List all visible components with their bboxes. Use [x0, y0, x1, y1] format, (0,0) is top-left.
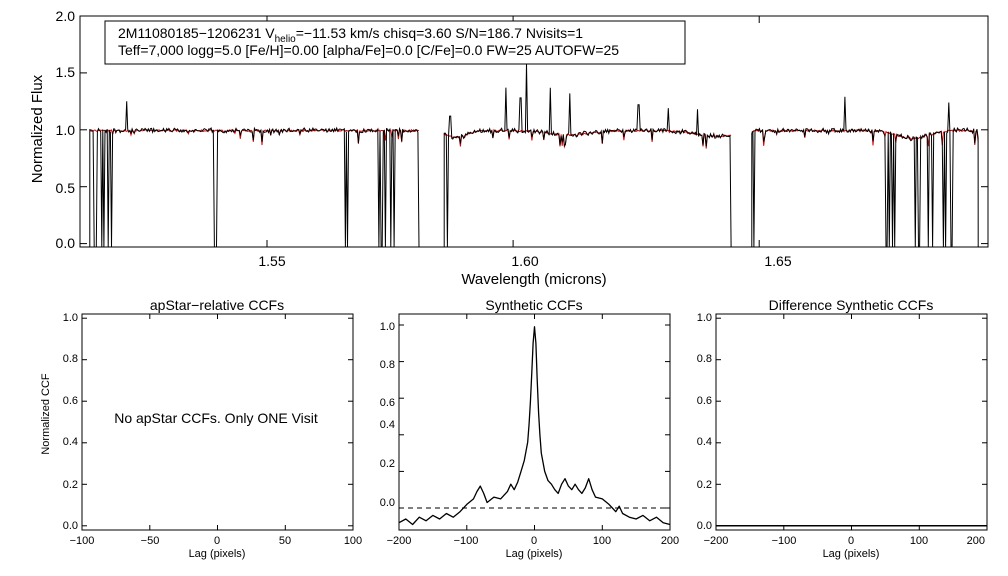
- apstar-ccf-ytick-label: 0.8: [63, 353, 78, 365]
- difference-ccf-xtick-label: −100: [772, 535, 797, 547]
- spectrum-frame: [79, 15, 989, 248]
- synthetic-ccf-ytick-label: 0.4: [380, 419, 395, 431]
- apstar-ccf-xtick-label: −100: [70, 535, 95, 547]
- spectrum-xlabel: Wavelength (microns): [461, 271, 606, 288]
- spectrum-ytick-label: 1.5: [56, 64, 76, 80]
- difference-ccf-title: Difference Synthetic CCFs: [769, 297, 934, 313]
- annotation-line-2: Teff=7,000 logg=5.0 [Fe/H]=0.00 [alpha/F…: [118, 42, 619, 58]
- annotation-line-1-rest: =−11.53 km/s chisq=3.60 S/N=186.7 Nvisit…: [296, 25, 584, 41]
- difference-ccf-panel: Difference Synthetic CCFs Lag (pixels) −…: [697, 297, 988, 560]
- synthetic-ccf-ticks: [398, 314, 671, 530]
- synthetic-ccf-ytick-label: 0.6: [380, 397, 395, 409]
- spectrum-ytick-label: 2.0: [56, 8, 76, 24]
- synthetic-ccf-plot-area: [398, 326, 671, 526]
- apstar-ccf-ylabel: Normalized CCF: [40, 373, 52, 455]
- apstar-ccf-xtick-label: 0: [214, 535, 220, 547]
- synthetic-ccf-xtick-label: −200: [387, 535, 412, 547]
- synthetic-ccf-line: [398, 326, 671, 526]
- spectrum-annotation-box: 2M11080185−1206231 Vhelio=−11.53 km/s ch…: [104, 20, 686, 65]
- apstar-ccf-xtick-label: 50: [279, 535, 291, 547]
- apstar-ccf-xtick-label: 100: [344, 535, 362, 547]
- difference-ccf-ticks: [715, 314, 988, 530]
- difference-ccf-ytick-label: 1.0: [697, 312, 712, 324]
- spectrum-ytick-label: 1.0: [56, 122, 76, 138]
- spectrum-xtick-label: 1.60: [511, 253, 538, 269]
- synthetic-ccf-xlabel: Lag (pixels): [506, 548, 563, 560]
- observed-spectrum-line: [89, 101, 420, 248]
- apstar-ccf-title: apStar−relative CCFs: [150, 297, 284, 313]
- spectrum-ylabel: Normalized Flux: [29, 74, 46, 183]
- synthetic-ccf-xtick-label: 200: [661, 535, 679, 547]
- apstar-ccf-panel: apStar−relative CCFs No apStar CCFs. Onl…: [40, 297, 362, 560]
- synthetic-ccf-ytick-label: 0.0: [380, 497, 395, 509]
- synthetic-ccf-ytick-label: 1.0: [380, 321, 395, 333]
- synthetic-ccf-xtick-label: 0: [531, 535, 537, 547]
- apstar-ccf-message: No apStar CCFs. Only ONE Visit: [114, 410, 318, 426]
- difference-ccf-ytick-label: 0.6: [697, 395, 712, 407]
- annotation-line-1: 2M11080185−1206231 Vhelio=−11.53 km/s ch…: [118, 25, 583, 45]
- spectrum-xtick-label: 1.65: [764, 253, 791, 269]
- difference-ccf-xtick-label: 0: [848, 535, 854, 547]
- apstar-ccf-ytick-label: 0.0: [63, 520, 78, 532]
- synthetic-ccf-xtick-label: 100: [593, 535, 611, 547]
- annotation-line-1-subscript: helio: [275, 34, 297, 45]
- apstar-ccf-ytick-label: 0.4: [63, 436, 78, 448]
- apstar-ccf-ytick-label: 0.6: [63, 395, 78, 407]
- synthetic-ccf-ytick-label: 0.8: [380, 359, 395, 371]
- synthetic-ccf-ytick-label: 0.2: [380, 458, 395, 470]
- synthetic-ccf-title: Synthetic CCFs: [485, 297, 582, 313]
- apstar-ccf-ytick-label: 0.2: [63, 479, 78, 491]
- apstar-ccf-xlabel: Lag (pixels): [189, 548, 246, 560]
- annotation-line-1-main: 2M11080185−1206231 V: [118, 25, 275, 41]
- difference-ccf-ytick-label: 0.8: [697, 353, 712, 365]
- apstar-ccf-ytick-label: 1.0: [63, 312, 78, 324]
- observed-spectrum-line: [443, 63, 733, 248]
- synthetic-ccf-xtick-label: −100: [454, 535, 479, 547]
- difference-ccf-xtick-label: 100: [910, 535, 928, 547]
- spectrum-xtick-label: 1.55: [258, 253, 285, 269]
- spectrum-ytick-label: 0.0: [56, 235, 76, 251]
- annotation-frame: [104, 20, 686, 65]
- observed-spectrum-line: [751, 96, 979, 248]
- spectrum-plot-area: [89, 63, 979, 248]
- difference-ccf-ytick-label: 0.0: [697, 520, 712, 532]
- difference-ccf-ytick-label: 0.2: [697, 479, 712, 491]
- spectrum-ytick-label: 0.5: [56, 180, 76, 196]
- apstar-ccf-xtick-label: −50: [141, 535, 160, 547]
- difference-ccf-xtick-label: 200: [967, 535, 985, 547]
- difference-ccf-xtick-label: −200: [704, 535, 729, 547]
- difference-ccf-ytick-label: 0.4: [697, 436, 712, 448]
- apstar-ccf-ticks: [81, 314, 354, 530]
- synthetic-ccf-panel: Synthetic CCFs Lag (pixels) −200 −100 0 …: [380, 297, 679, 560]
- difference-ccf-xlabel: Lag (pixels): [823, 548, 880, 560]
- spectrum-panel: 1.55 1.60 1.65 0.0 0.5 1.0 1.5 2.0 Wavel…: [29, 8, 989, 288]
